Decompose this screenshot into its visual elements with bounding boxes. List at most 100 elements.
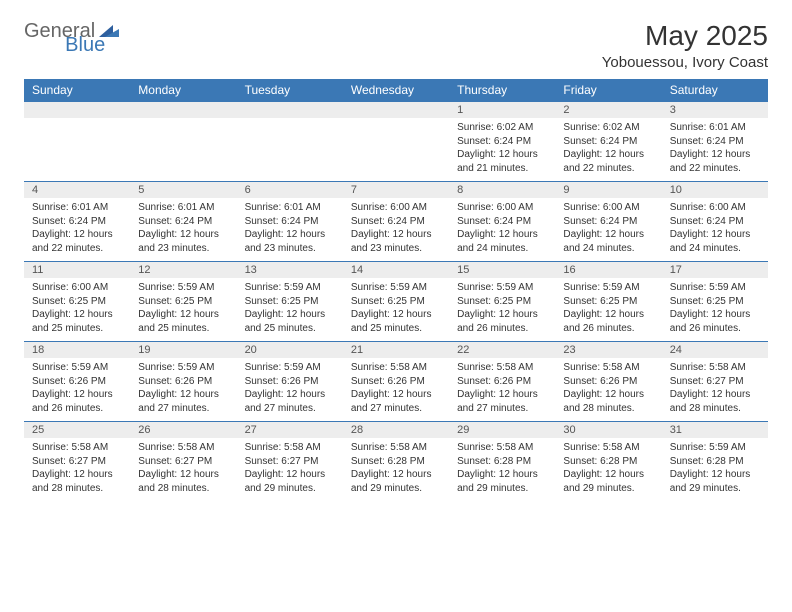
sunset-line: Sunset: 6:24 PM [457,135,547,149]
day-detail-cell: Sunrise: 5:58 AMSunset: 6:27 PMDaylight:… [662,358,768,422]
daylight-line: Daylight: 12 hours and 29 minutes. [670,468,760,495]
sunrise-line: Sunrise: 6:01 AM [670,121,760,135]
sunset-line: Sunset: 6:28 PM [563,455,653,469]
sunset-line: Sunset: 6:25 PM [245,295,335,309]
day-number-cell: 29 [449,422,555,439]
day-detail-cell: Sunrise: 6:02 AMSunset: 6:24 PMDaylight:… [449,118,555,182]
day-detail-row: Sunrise: 6:02 AMSunset: 6:24 PMDaylight:… [24,118,768,182]
sunrise-line: Sunrise: 5:58 AM [670,361,760,375]
sunset-line: Sunset: 6:24 PM [563,135,653,149]
sunset-line: Sunset: 6:25 PM [457,295,547,309]
day-detail-cell: Sunrise: 5:59 AMSunset: 6:25 PMDaylight:… [555,278,661,342]
day-number-cell: 8 [449,182,555,199]
daylight-line: Daylight: 12 hours and 27 minutes. [138,388,228,415]
sunrise-line: Sunrise: 5:59 AM [563,281,653,295]
day-detail-cell: Sunrise: 6:02 AMSunset: 6:24 PMDaylight:… [555,118,661,182]
daylight-line: Daylight: 12 hours and 28 minutes. [32,468,122,495]
sunrise-line: Sunrise: 5:59 AM [351,281,441,295]
day-number-cell: 7 [343,182,449,199]
day-number-row: 123 [24,102,768,119]
day-detail-cell: Sunrise: 5:58 AMSunset: 6:26 PMDaylight:… [343,358,449,422]
day-number-cell: 24 [662,342,768,359]
brand-part2: Blue [65,34,105,57]
day-detail-cell: Sunrise: 6:00 AMSunset: 6:24 PMDaylight:… [343,198,449,262]
daylight-line: Daylight: 12 hours and 28 minutes. [670,388,760,415]
day-detail-cell [130,118,236,182]
daylight-line: Daylight: 12 hours and 29 minutes. [245,468,335,495]
day-number-cell: 23 [555,342,661,359]
daylight-line: Daylight: 12 hours and 29 minutes. [457,468,547,495]
sunrise-line: Sunrise: 6:01 AM [245,201,335,215]
daylight-line: Daylight: 12 hours and 21 minutes. [457,148,547,175]
daylight-line: Daylight: 12 hours and 27 minutes. [351,388,441,415]
day-number-cell: 28 [343,422,449,439]
day-detail-cell: Sunrise: 5:59 AMSunset: 6:25 PMDaylight:… [449,278,555,342]
daylight-line: Daylight: 12 hours and 28 minutes. [138,468,228,495]
day-detail-cell: Sunrise: 5:59 AMSunset: 6:25 PMDaylight:… [237,278,343,342]
daylight-line: Daylight: 12 hours and 26 minutes. [32,388,122,415]
daylight-line: Daylight: 12 hours and 22 minutes. [32,228,122,255]
sunrise-line: Sunrise: 6:02 AM [457,121,547,135]
day-number-cell: 12 [130,262,236,279]
day-number-cell: 1 [449,102,555,119]
day-detail-cell: Sunrise: 5:58 AMSunset: 6:28 PMDaylight:… [343,438,449,501]
day-detail-cell [24,118,130,182]
sunset-line: Sunset: 6:24 PM [670,215,760,229]
sunset-line: Sunset: 6:26 PM [138,375,228,389]
weekday-friday: Friday [555,79,661,102]
day-number-cell: 10 [662,182,768,199]
sunrise-line: Sunrise: 5:58 AM [138,441,228,455]
day-number-cell: 14 [343,262,449,279]
daylight-line: Daylight: 12 hours and 27 minutes. [457,388,547,415]
sunrise-line: Sunrise: 6:00 AM [32,281,122,295]
weekday-thursday: Thursday [449,79,555,102]
day-number-cell: 6 [237,182,343,199]
day-detail-cell: Sunrise: 6:01 AMSunset: 6:24 PMDaylight:… [662,118,768,182]
weekday-tuesday: Tuesday [237,79,343,102]
day-number-row: 25262728293031 [24,422,768,439]
sunrise-line: Sunrise: 6:00 AM [457,201,547,215]
day-detail-row: Sunrise: 5:58 AMSunset: 6:27 PMDaylight:… [24,438,768,501]
day-detail-cell: Sunrise: 5:58 AMSunset: 6:27 PMDaylight:… [237,438,343,501]
day-detail-cell: Sunrise: 5:58 AMSunset: 6:27 PMDaylight:… [24,438,130,501]
day-detail-cell: Sunrise: 5:58 AMSunset: 6:28 PMDaylight:… [555,438,661,501]
day-number-cell [237,102,343,119]
sunrise-line: Sunrise: 5:58 AM [457,441,547,455]
day-number-cell: 31 [662,422,768,439]
day-detail-cell: Sunrise: 5:59 AMSunset: 6:26 PMDaylight:… [130,358,236,422]
day-number-cell: 11 [24,262,130,279]
page-title: May 2025 [602,20,768,52]
day-number-cell: 19 [130,342,236,359]
day-number-cell: 5 [130,182,236,199]
day-number-row: 18192021222324 [24,342,768,359]
sunrise-line: Sunrise: 5:59 AM [245,361,335,375]
daylight-line: Daylight: 12 hours and 23 minutes. [138,228,228,255]
daylight-line: Daylight: 12 hours and 23 minutes. [351,228,441,255]
day-number-cell: 21 [343,342,449,359]
day-number-cell: 9 [555,182,661,199]
sunrise-line: Sunrise: 6:00 AM [351,201,441,215]
daylight-line: Daylight: 12 hours and 24 minutes. [670,228,760,255]
sunset-line: Sunset: 6:26 PM [351,375,441,389]
day-number-cell: 22 [449,342,555,359]
sunrise-line: Sunrise: 6:00 AM [563,201,653,215]
sunset-line: Sunset: 6:27 PM [32,455,122,469]
day-detail-cell [343,118,449,182]
day-number-row: 11121314151617 [24,262,768,279]
sunrise-line: Sunrise: 5:59 AM [138,361,228,375]
daylight-line: Daylight: 12 hours and 24 minutes. [563,228,653,255]
daylight-line: Daylight: 12 hours and 25 minutes. [245,308,335,335]
daylight-line: Daylight: 12 hours and 27 minutes. [245,388,335,415]
day-number-cell: 25 [24,422,130,439]
weekday-saturday: Saturday [662,79,768,102]
daylight-line: Daylight: 12 hours and 26 minutes. [563,308,653,335]
weekday-monday: Monday [130,79,236,102]
daylight-line: Daylight: 12 hours and 29 minutes. [351,468,441,495]
day-number-cell [130,102,236,119]
day-number-cell: 15 [449,262,555,279]
day-detail-cell: Sunrise: 5:59 AMSunset: 6:26 PMDaylight:… [24,358,130,422]
daylight-line: Daylight: 12 hours and 26 minutes. [457,308,547,335]
sunrise-line: Sunrise: 5:58 AM [351,441,441,455]
sunset-line: Sunset: 6:25 PM [138,295,228,309]
day-number-cell: 26 [130,422,236,439]
